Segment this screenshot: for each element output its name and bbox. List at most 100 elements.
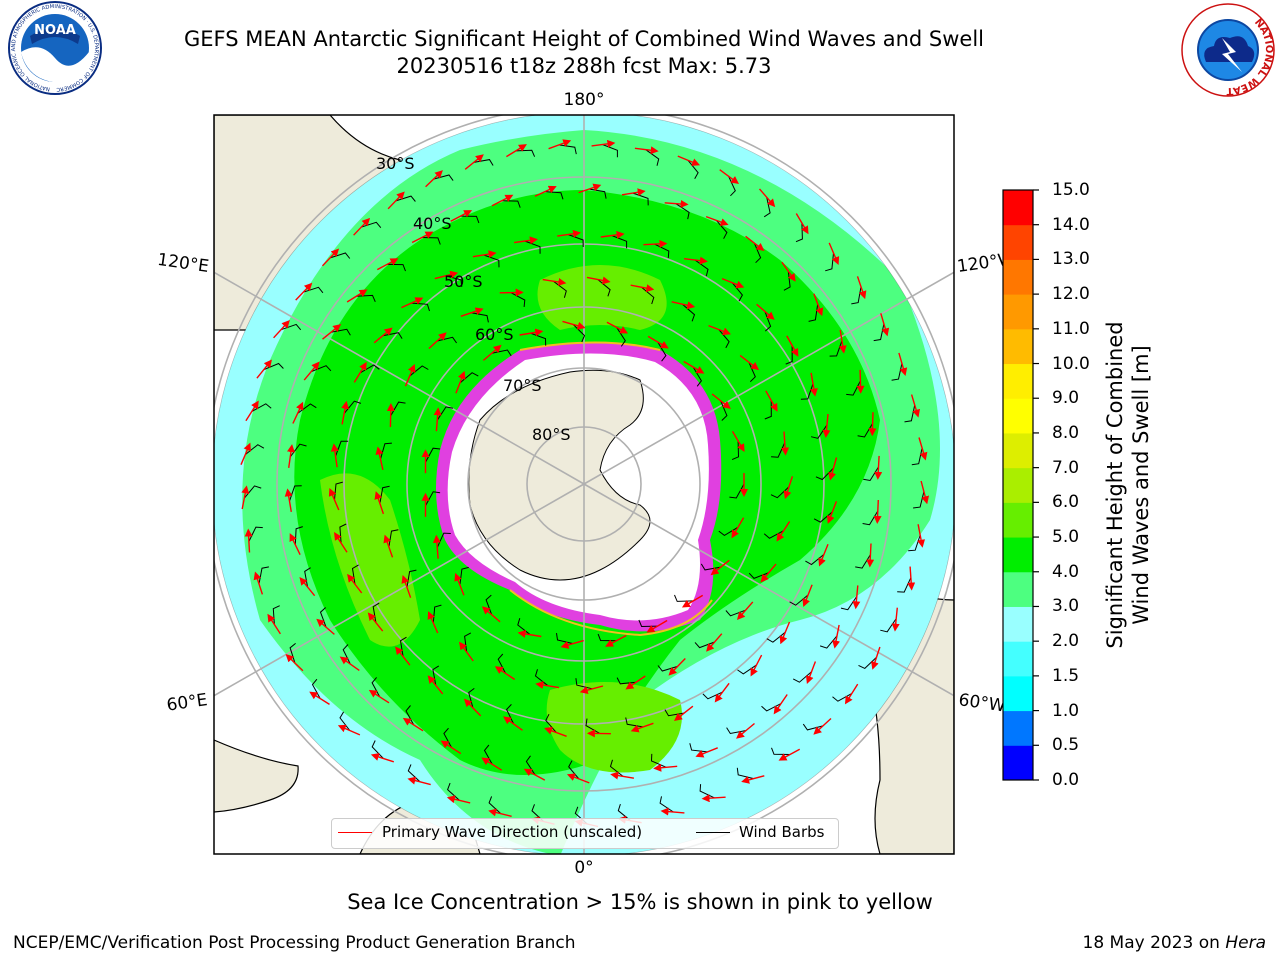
colorbar-tick-label: 15.0: [1052, 180, 1090, 200]
wave-direction-arrow: [781, 431, 790, 456]
wave-direction-arrow: [773, 694, 788, 715]
wave-direction-arrow: [481, 606, 501, 623]
wave-direction-arrow: [606, 321, 629, 334]
wave-direction-arrow: [374, 491, 385, 515]
wave-direction-arrow: [544, 727, 567, 737]
wave-direction-arrow: [402, 717, 424, 732]
wave-direction-arrow: [434, 270, 459, 280]
wave-direction-arrow: [519, 328, 544, 337]
wave-direction-arrow: [866, 543, 875, 568]
map-panel: 180° 0° 120°E 120°W 60°E 60°W 30°S 40°S …: [156, 90, 1016, 878]
colorbar-bin: [1003, 675, 1033, 712]
wave-direction-arrow: [578, 183, 602, 194]
lon-label-120e: 120°E: [156, 250, 210, 277]
wave-direction-arrow: [503, 716, 523, 731]
wave-direction-arrow: [367, 612, 384, 632]
wave-direction-arrow: [523, 768, 546, 781]
wave-direction-arrow: [856, 276, 867, 300]
wave-direction-arrow: [779, 621, 791, 645]
colorbar-bin: [1003, 328, 1033, 365]
wave-direction-arrow: [653, 763, 678, 772]
graticule: [214, 115, 954, 854]
wave-direction-arrow: [586, 276, 611, 285]
wave-direction-arrow: [579, 685, 604, 695]
wave-direction-arrow: [273, 320, 290, 339]
colorbar-bin: [1003, 641, 1033, 677]
wave-direction-arrow: [852, 585, 861, 610]
chart-title: GEFS MEAN Antarctic Significant Height o…: [183, 27, 985, 51]
wave-direction-arrow: [668, 658, 686, 676]
colorbar-tick-label: 10.0: [1052, 353, 1090, 374]
wave-direction-arrow: [705, 215, 729, 226]
wave-direction-arrow: [346, 289, 368, 303]
wave-direction-arrow: [267, 613, 281, 635]
wave-direction-arrow: [488, 808, 512, 817]
forecast-info: 20230516 t18z 288h fcst Max: 5.73: [396, 54, 772, 78]
wave-direction-arrow: [535, 681, 560, 690]
wave-direction-arrow: [760, 563, 777, 583]
wind-barb: [863, 466, 879, 482]
colorbar-tick-label: 6.0: [1052, 492, 1080, 513]
wave-direction-arrow: [506, 144, 527, 158]
wind-barb: [819, 635, 838, 649]
wave-direction-arrow: [353, 217, 371, 236]
nws-logo: NATIONAL WEATHER SERVICE: [0, 0, 1275, 97]
colorbar-tick-label: 7.0: [1052, 457, 1080, 478]
wave-direction-arrow: [621, 188, 646, 197]
wave-direction-arrow: [316, 618, 335, 635]
colorbar-tick-label: 12.0: [1052, 284, 1090, 305]
colorbar-tick-label: 8.0: [1052, 422, 1080, 443]
wave-direction-arrow: [695, 747, 718, 758]
wave-direction-arrow: [548, 139, 572, 150]
wind-barb: [729, 483, 745, 499]
wind-barb: [597, 279, 611, 297]
lat-label-60s: 60°S: [475, 325, 514, 344]
wave-direction-arrow: [776, 521, 791, 542]
wave-direction-arrow: [353, 361, 367, 383]
wave-direction-arrow: [809, 372, 818, 397]
wind-barb: [617, 803, 632, 822]
wind-barb: [425, 491, 441, 507]
wave-direction-arrow: [818, 543, 829, 567]
wave-direction-arrow: [643, 239, 668, 248]
wind-barb-legend-label: Wind Barbs: [739, 823, 825, 841]
wave-direction-arrow: [285, 654, 304, 672]
lat-label-80s: 80°S: [532, 425, 571, 444]
lon-label-180: 180°: [564, 90, 605, 110]
wave-direction-arrow: [368, 689, 390, 704]
wave-direction-arrow: [600, 230, 625, 239]
wave-direction-arrow: [805, 661, 817, 684]
colorbar-bin: [1003, 432, 1033, 469]
wave-direction-swatch: [338, 832, 372, 833]
colorbar-tick-label: 1.0: [1052, 700, 1080, 721]
wave-direction-arrow: [880, 313, 890, 337]
wave-direction-arrow: [463, 698, 482, 717]
wave-direction-arrow: [427, 675, 444, 695]
wave-direction-arrow: [241, 485, 250, 510]
wave-direction-arrow: [684, 256, 708, 265]
wave-direction-arrow: [401, 575, 412, 598]
wave-direction-arrow: [813, 293, 824, 317]
wind-barb: [425, 447, 441, 463]
wave-direction-arrow: [917, 524, 926, 548]
colorbar-bin: [1003, 467, 1033, 503]
wave-direction-arrow: [464, 154, 484, 170]
colorbar-label-line1: Significant Height of Combined: [1103, 321, 1127, 649]
wave-direction-arrow: [514, 236, 538, 245]
wave-direction-arrow: [303, 361, 320, 381]
wave-direction-arrow: [786, 335, 799, 357]
footer-credit: NCEP/EMC/Verification Post Processing Pr…: [13, 933, 576, 953]
wind-barb: [553, 280, 567, 298]
wave-direction-arrow: [736, 601, 754, 621]
wave-direction-arrow: [450, 210, 473, 222]
wind-barb: [289, 443, 307, 458]
wave-direction-arrow: [826, 501, 838, 524]
colorbar-bin: [1003, 224, 1033, 260]
wave-direction-arrow: [646, 619, 668, 633]
wind-barb: [846, 380, 861, 396]
wind-barb-swatch: [696, 832, 730, 833]
wave-direction-arrow: [891, 607, 900, 632]
map-legend: Primary Wave Direction (unscaled) Wind B…: [331, 818, 839, 849]
wave-direction-arrow: [491, 194, 514, 207]
